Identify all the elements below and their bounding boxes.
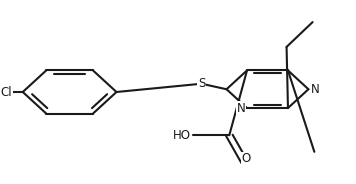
Text: N: N <box>236 102 245 115</box>
Text: HO: HO <box>173 129 191 142</box>
Text: N: N <box>311 83 320 96</box>
Text: S: S <box>198 77 205 90</box>
Text: Cl: Cl <box>1 86 12 98</box>
Text: O: O <box>241 152 251 165</box>
